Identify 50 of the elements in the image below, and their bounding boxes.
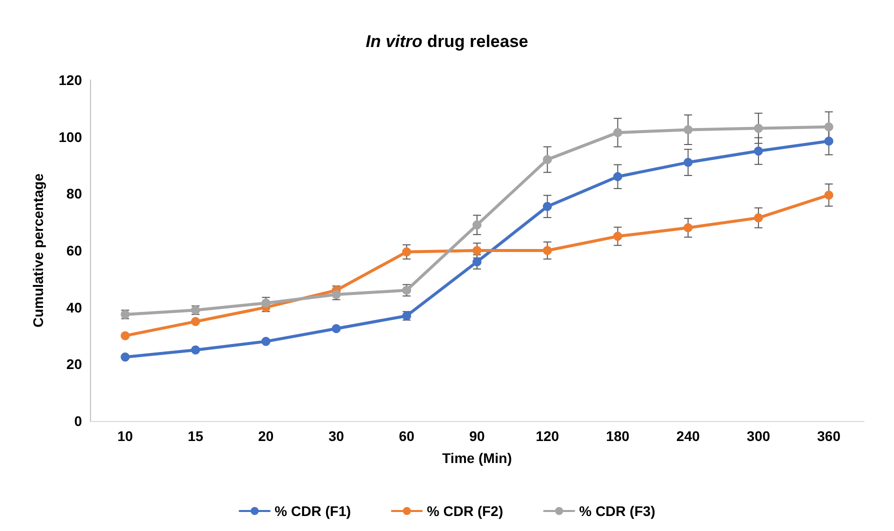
point [472, 257, 482, 266]
x-tick-label: 30 [328, 428, 344, 444]
y-axis-title: Cumulative percentage [30, 173, 46, 328]
point [824, 122, 834, 132]
point [120, 331, 130, 340]
point [542, 202, 552, 211]
y-tick-label: 0 [74, 413, 82, 429]
point [754, 146, 763, 156]
y-tick-label: 120 [58, 72, 82, 88]
point [332, 324, 341, 334]
y-tick-label: 80 [66, 186, 82, 202]
point [684, 223, 693, 232]
point [613, 128, 622, 138]
point [191, 345, 200, 354]
y-tick-label: 100 [58, 128, 82, 145]
legend-label: % CDR (F3) [579, 503, 656, 519]
x-tick-label: 360 [817, 428, 841, 444]
point [542, 246, 552, 255]
point [261, 298, 270, 308]
point [261, 336, 270, 346]
point [472, 220, 482, 230]
x-tick-label: 120 [536, 428, 560, 444]
legend-label: % CDR (F1) [274, 503, 351, 519]
y-tick-label: 60 [66, 242, 82, 258]
x-tick-label: 10 [117, 428, 134, 444]
point [754, 124, 763, 133]
y-tick-label: 20 [66, 356, 82, 372]
point [191, 317, 200, 326]
x-tick-label: 90 [469, 428, 485, 444]
point [472, 246, 482, 255]
chart-title: In vitro drug release [366, 32, 528, 51]
point [754, 213, 763, 222]
point [402, 247, 412, 256]
point [542, 155, 552, 164]
y-tick-label: 40 [66, 299, 82, 316]
legend-label: % CDR (F2) [426, 503, 504, 519]
point [613, 232, 622, 241]
point [120, 352, 130, 362]
point [684, 158, 693, 167]
x-tick-label: 20 [258, 428, 274, 444]
x-tick-label: 15 [188, 428, 204, 444]
point [684, 125, 693, 134]
point [824, 136, 834, 146]
point [824, 190, 834, 200]
point [613, 172, 622, 182]
x-axis-title: Time (Min) [442, 450, 512, 466]
x-tick-label: 300 [746, 428, 770, 444]
x-tick-label: 240 [676, 428, 700, 444]
x-tick-label: 60 [398, 428, 415, 444]
x-tick-label: 180 [606, 428, 630, 444]
